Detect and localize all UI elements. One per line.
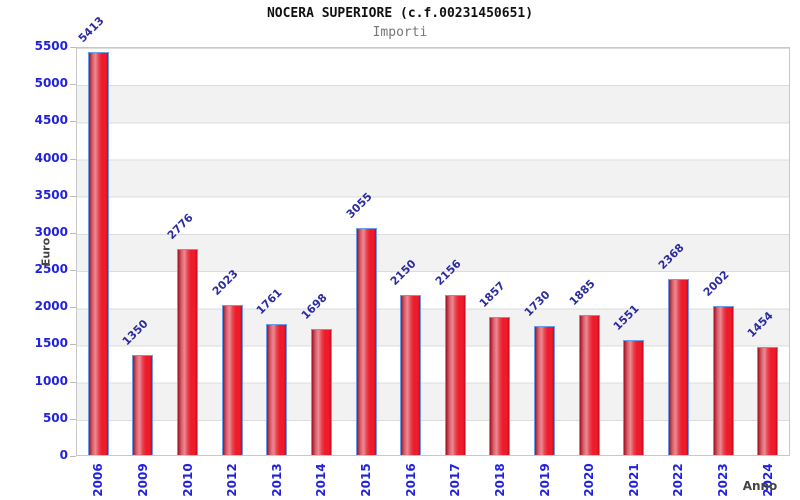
plot-area (76, 47, 790, 456)
bar (355, 227, 377, 455)
bar (667, 278, 689, 455)
x-tick-label: 2013 (269, 463, 284, 497)
y-tick-mark (70, 344, 76, 346)
x-axis-title: Anno (742, 479, 778, 493)
y-tick-label: 1000 (34, 373, 68, 388)
bar (87, 52, 109, 455)
y-tick-mark (70, 381, 76, 383)
bar (177, 248, 199, 455)
x-tick-label: 2016 (403, 463, 418, 497)
y-tick-mark (70, 456, 76, 457)
bar (400, 295, 422, 455)
y-tick-label: 0 (59, 448, 68, 462)
bar (310, 328, 332, 455)
x-tick-label: 2012 (225, 463, 240, 497)
chart-title: NOCERA SUPERIORE (c.f.00231450651) (266, 6, 534, 21)
y-tick-mark (70, 121, 76, 123)
bar (578, 314, 600, 455)
x-tick-label: 2010 (180, 463, 195, 497)
y-axis-title: Euro (39, 237, 53, 267)
y-tick-mark (70, 158, 76, 160)
y-tick-label: 4500 (34, 113, 68, 128)
y-tick-label: 2000 (34, 299, 68, 314)
x-tick-label: 2021 (626, 463, 641, 497)
bar (266, 324, 288, 455)
bar (534, 326, 556, 455)
y-tick-mark (70, 195, 76, 197)
y-tick-label: 2500 (34, 262, 68, 277)
bar (444, 294, 466, 455)
bar (132, 354, 154, 455)
bar (712, 306, 734, 455)
y-tick-label: 5000 (34, 76, 68, 91)
chart-subtitle: Importi (372, 25, 428, 40)
y-tick-label: 4000 (34, 150, 68, 165)
y-tick-label: 3000 (34, 224, 68, 239)
x-tick-label: 2006 (91, 463, 106, 497)
x-tick-label: 2020 (582, 463, 597, 497)
x-tick-label: 2009 (135, 463, 150, 497)
x-tick-label: 2015 (359, 463, 374, 497)
y-tick-mark (70, 418, 76, 420)
bar (221, 304, 243, 455)
y-tick-label: 1500 (34, 336, 68, 351)
x-tick-label: 2014 (314, 463, 329, 497)
bar (757, 346, 779, 455)
y-tick-label: 3500 (34, 187, 68, 202)
y-tick-label: 5500 (34, 39, 68, 53)
x-tick-label: 2023 (716, 463, 731, 497)
y-tick-mark (70, 47, 76, 48)
bar (489, 316, 511, 455)
x-tick-label: 2019 (537, 463, 552, 497)
x-tick-label: 2017 (448, 463, 463, 497)
y-tick-mark (70, 307, 76, 309)
bar (623, 339, 645, 455)
y-tick-mark (70, 232, 76, 234)
y-tick-mark (70, 84, 76, 86)
x-tick-label: 2022 (671, 463, 686, 497)
x-tick-label: 2018 (492, 463, 507, 497)
y-tick-mark (70, 270, 76, 272)
y-tick-label: 500 (42, 410, 68, 425)
